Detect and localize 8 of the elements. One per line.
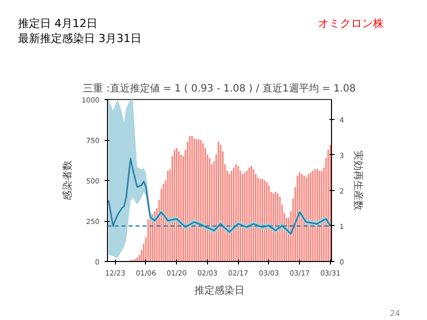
text: オミクロン株 — [318, 16, 384, 32]
chart-title: 三重 :直近推定値 = 1 ( 0.93 - 1.08 ) / 直近1週平均 = 1.08 — [83, 82, 356, 94]
y2-axis-title: 実効再生産数 — [352, 150, 364, 210]
text: 24 — [390, 308, 400, 320]
x-axis-title: 推定感染日 — [194, 284, 244, 296]
text: 最新推定感染日 3月31日 — [18, 31, 142, 47]
y-axis-title: 感染者数 — [62, 160, 74, 200]
text: 推定日 4月12日 — [18, 16, 98, 32]
